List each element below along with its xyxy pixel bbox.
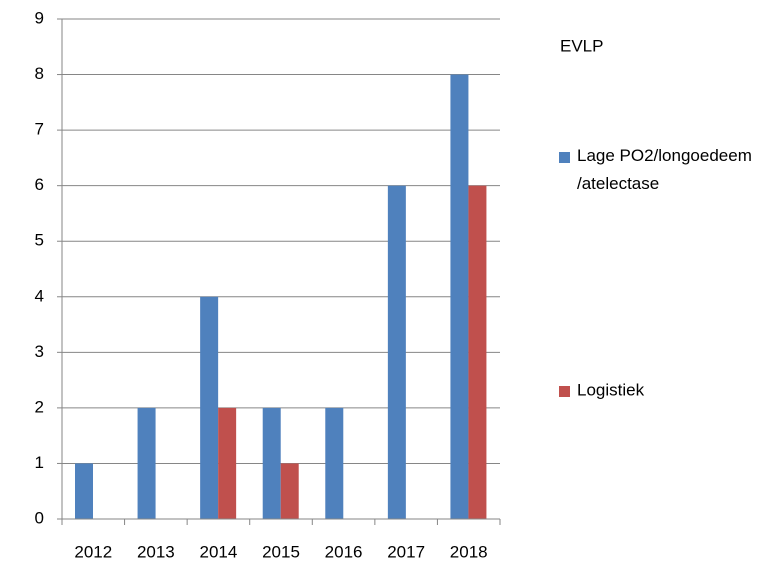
- y-tick-label: 6: [35, 175, 44, 194]
- bar: [450, 74, 469, 520]
- legend-swatch: [559, 152, 570, 163]
- x-tick-label: 2016: [325, 542, 363, 561]
- bar: [200, 296, 219, 519]
- legend-label-line: /atelectase: [577, 174, 659, 193]
- y-tick-label: 5: [35, 231, 44, 250]
- bar: [387, 185, 406, 519]
- y-tick-label: 1: [35, 453, 44, 472]
- x-tick-label: 2014: [200, 542, 238, 561]
- bar: [137, 407, 156, 519]
- bar: [75, 463, 93, 519]
- x-tick-label: 2012: [74, 542, 112, 561]
- legend-label: Lage PO2/longoedeem/atelectase: [577, 146, 752, 193]
- x-tick-label: 2018: [450, 542, 488, 561]
- y-tick-label: 3: [35, 342, 44, 361]
- y-tick-label: 0: [35, 508, 44, 527]
- bar: [280, 463, 299, 519]
- legend-swatch: [559, 386, 570, 397]
- y-tick-label: 9: [35, 8, 44, 27]
- x-tick-label: 2013: [137, 542, 175, 561]
- bar: [468, 185, 487, 519]
- bar: [325, 407, 344, 519]
- chart-title: EVLP: [560, 36, 603, 55]
- bar: [218, 407, 237, 519]
- legend-label-line: Lage PO2/longoedeem: [577, 146, 752, 165]
- legend-label: Logistiek: [577, 380, 645, 399]
- x-tick-label: 2015: [262, 542, 300, 561]
- y-tick-label: 7: [35, 120, 44, 139]
- bar: [262, 407, 281, 519]
- y-tick-label: 4: [35, 286, 44, 305]
- y-tick-label: 2: [35, 397, 44, 416]
- y-tick-label: 8: [35, 64, 44, 83]
- x-tick-label: 2017: [387, 542, 425, 561]
